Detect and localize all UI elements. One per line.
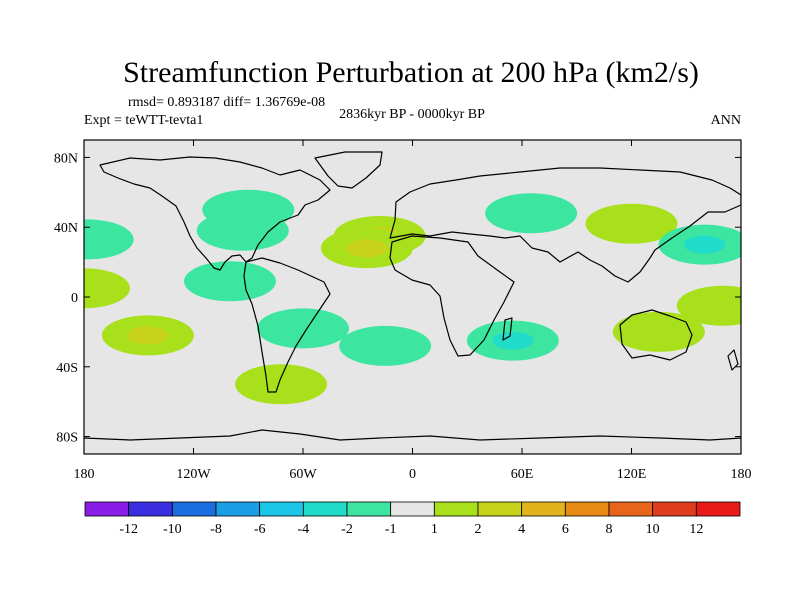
anomaly-region-11	[84, 268, 130, 309]
coastline-north-america	[99, 156, 331, 271]
y-axis: 80N 40N 0 40S 80S	[54, 151, 741, 446]
anomaly-region-3	[84, 219, 134, 260]
anomaly-region-7	[485, 193, 578, 234]
colorbar-label-7: -1	[385, 522, 397, 537]
anomaly-region-2	[196, 210, 289, 251]
coastline-australia	[619, 309, 693, 361]
chart-title: Streamfunction Perturbation at 200 hPa (…	[123, 56, 699, 89]
anomaly-core-10	[127, 326, 169, 345]
y-tick-label-5: 80S	[56, 431, 78, 446]
x-tick-label-1: 180	[74, 467, 95, 482]
anomaly-region-13	[339, 325, 432, 366]
colorbar-swatch-15	[695, 501, 741, 517]
season-label: ANN	[711, 113, 741, 128]
time-range-label: 2836kyr BP - 0000kyr BP	[339, 107, 485, 122]
x-tick-label-3: 60W	[289, 467, 317, 482]
colorbar-label-13: 10	[646, 522, 660, 537]
coastline-greenland	[314, 151, 383, 189]
colorbar-label-6: -2	[341, 522, 353, 537]
anomaly-region-12	[257, 308, 349, 349]
map-background	[84, 140, 741, 454]
experiment-label: Expt = teWTT-tevta1	[84, 113, 203, 128]
colorbar-swatch-8	[390, 501, 435, 517]
y-tick-label-3: 0	[71, 291, 78, 306]
colorbar-swatch-1	[84, 501, 130, 517]
colorbar-label-8: 1	[431, 522, 438, 537]
anomaly-region-15	[612, 311, 705, 352]
colorbar-label-9: 2	[475, 522, 482, 537]
colorbar-swatch-11	[521, 501, 566, 517]
anomaly-core-9	[683, 235, 726, 254]
colorbar-label-12: 8	[606, 522, 613, 537]
colorbar-label-4: -6	[254, 522, 266, 537]
colorbar-label-5: -4	[297, 522, 309, 537]
x-tick-label-4: 0	[409, 467, 416, 482]
x-tick-label-7: 180	[731, 467, 752, 482]
colorbar-label-11: 6	[562, 522, 569, 537]
y-tick-label-4: 40S	[56, 361, 78, 376]
colorbar-label-14: 12	[689, 522, 703, 537]
colorbar-swatch-13	[608, 501, 654, 517]
colorbar-swatch-12	[564, 501, 610, 517]
colorbar-swatch-6	[302, 501, 348, 517]
colorbar-swatch-2	[128, 501, 173, 517]
coastline-madagascar	[502, 317, 513, 341]
coastlines	[84, 151, 741, 441]
x-tick-label-5: 60E	[511, 467, 534, 482]
anomaly-core-14	[492, 331, 534, 350]
anomaly-core-6	[346, 239, 388, 258]
coastline-eurasia	[389, 167, 741, 283]
coastline-new-zealand	[727, 349, 739, 371]
colorbar-label-10: 4	[518, 522, 525, 537]
colorbar-label-3: -8	[210, 522, 222, 537]
colorbar-swatch-4	[215, 501, 261, 517]
x-tick-label-2: 120W	[176, 467, 211, 482]
coastline-africa	[389, 235, 515, 357]
colorbar-label-1: -12	[119, 522, 138, 537]
anomaly-region-4	[184, 261, 276, 302]
stats-text: rmsd= 0.893187 diff= 1.36769e-08	[128, 95, 325, 110]
anomaly-region-17	[235, 364, 328, 405]
colorbar-swatch-9	[433, 501, 479, 517]
x-axis: 180 120W 60W 0 60E 120E 180	[74, 140, 752, 482]
anomaly-region-16	[676, 285, 741, 326]
colorbar-swatch-5	[259, 501, 304, 517]
anomaly-region-8	[585, 203, 678, 244]
colorbar-swatch-10	[477, 501, 523, 517]
y-tick-label-1: 80N	[54, 151, 78, 166]
colorbar-label-2: -10	[163, 522, 182, 537]
coastline-antarctica	[84, 429, 741, 441]
y-tick-label-2: 40N	[54, 221, 78, 236]
colorbar: -12 -10 -8 -6 -4 -2 -1 1 2 4 6 8 10 12	[84, 501, 741, 537]
x-tick-label-6: 120E	[617, 467, 647, 482]
colorbar-swatch-14	[652, 501, 697, 517]
colorbar-swatch-7	[346, 501, 392, 517]
colorbar-swatch-3	[171, 501, 217, 517]
coastline-south-america	[243, 257, 331, 393]
